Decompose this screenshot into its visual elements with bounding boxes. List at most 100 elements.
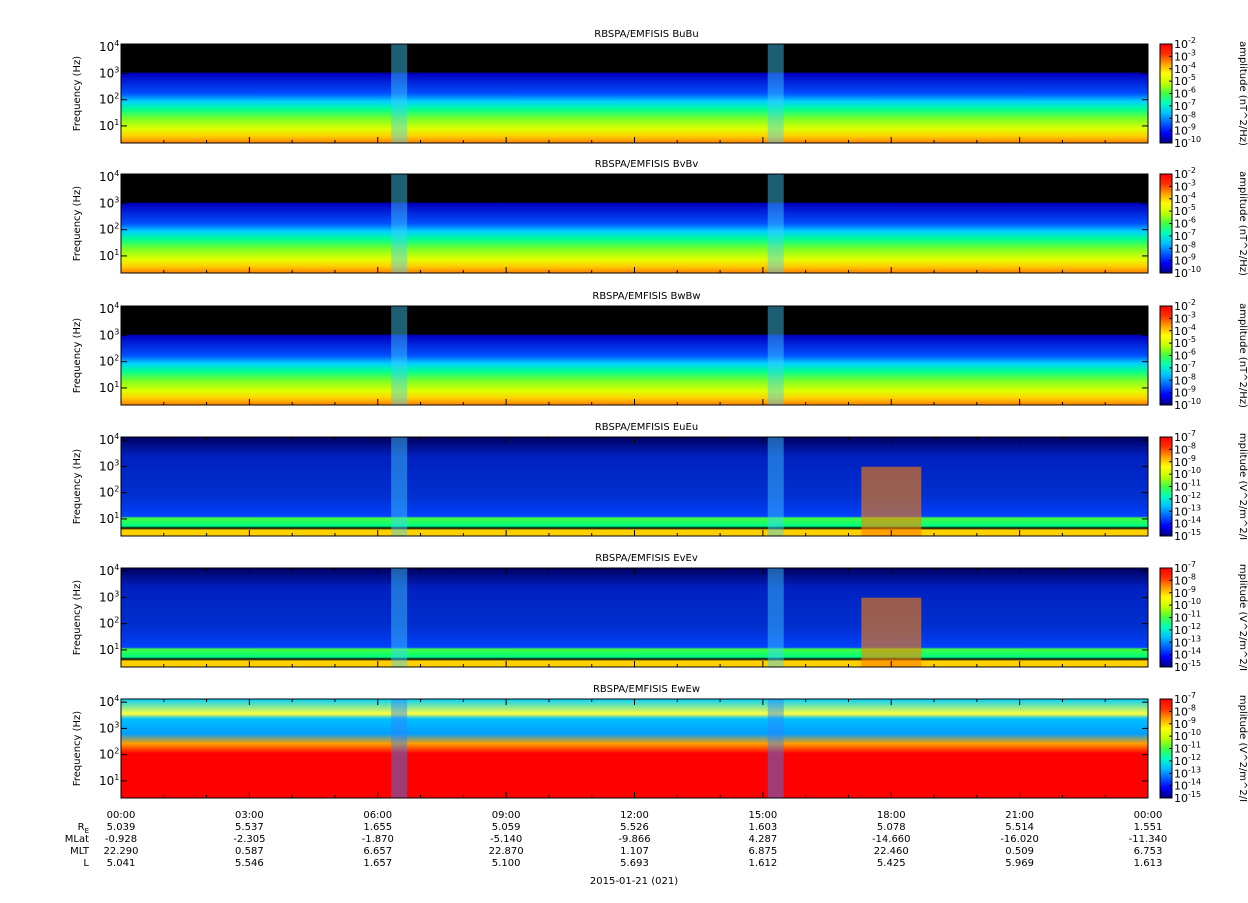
colorbar-tick-label: 10-8 — [1174, 372, 1196, 387]
colorbar-label: amplitude (nT^2/Hz) — [1237, 171, 1248, 276]
colorbar-label: mplitude (V^2/m^2/I — [1237, 695, 1248, 802]
time-tick-label: 03:00 — [235, 810, 264, 821]
y-axis-label: Frequency (Hz) — [72, 580, 83, 656]
colorbar-tick-label: 10-8 — [1174, 240, 1196, 255]
time-tick-label: 18:00 — [877, 810, 906, 821]
ephemeris-value: 5.078 — [877, 822, 906, 833]
ephemeris-value: 1.655 — [363, 822, 392, 833]
ephemeris-value: -16.020 — [1000, 834, 1039, 845]
ephemeris-value: -0.928 — [105, 834, 137, 845]
emission-burst — [767, 306, 784, 405]
y-tick-label: 104 — [99, 432, 119, 447]
colorbar-tick-label: 10-7 — [1174, 560, 1196, 575]
emission-burst — [861, 597, 922, 667]
colorbar-tick-label: 10-6 — [1174, 216, 1196, 231]
colorbar-tick-label: 10-8 — [1174, 110, 1196, 125]
colorbar-tick-label: 10-13 — [1174, 503, 1201, 518]
emission-burst — [391, 699, 408, 798]
y-tick-label: 101 — [99, 118, 119, 133]
colorbar-tick-label: 10-7 — [1174, 228, 1196, 243]
colorbar-tick-label: 10-15 — [1174, 790, 1201, 805]
time-tick-label: 00:00 — [1134, 810, 1163, 821]
colorbar-tick-label: 10-7 — [1174, 360, 1196, 375]
colorbar-tick-label: 10-7 — [1174, 429, 1196, 444]
spectrogram-panel-2: RBSPA/EMFISIS BvBv 101 102 103 104 Frequency … — [72, 159, 1248, 280]
ephemeris-value: 5.425 — [877, 858, 906, 869]
colorbar-tick-label: 10-15 — [1174, 528, 1201, 543]
y-axis-label: Frequency (Hz) — [72, 56, 83, 132]
y-tick-label: 102 — [99, 354, 119, 369]
time-tick-label: 12:00 — [620, 810, 649, 821]
emission-burst — [767, 174, 784, 273]
ephemeris-value: 1.107 — [620, 846, 649, 857]
ephemeris-value: 6.657 — [363, 846, 392, 857]
colorbar-tick-label: 10-9 — [1174, 253, 1196, 268]
ephemeris-label: MLT — [70, 846, 90, 857]
colorbar-tick-label: 10-3 — [1174, 48, 1196, 63]
ephemeris-value: -1.870 — [362, 834, 394, 845]
y-tick-label: 102 — [99, 747, 119, 762]
colorbar-tick-label: 10-4 — [1174, 61, 1196, 76]
y-tick-label: 102 — [99, 485, 119, 500]
ephemeris-value: 5.693 — [620, 858, 649, 869]
colorbar-tick-label: 10-5 — [1174, 203, 1196, 218]
ephemeris-value: -9.866 — [618, 834, 650, 845]
spectrogram-panel-6: RBSPA/EMFISIS EwEw 101 102 103 104 Frequency … — [72, 684, 1248, 805]
emission-burst — [767, 44, 784, 143]
spectrogram-image — [121, 174, 1148, 273]
colorbar-tick-label: 10-8 — [1174, 572, 1196, 587]
y-axis-label: Frequency (Hz) — [72, 449, 83, 525]
y-tick-label: 101 — [99, 380, 119, 395]
panel-title: RBSPA/EMFISIS EwEw — [593, 684, 700, 695]
colorbar-tick-label: 10-8 — [1174, 703, 1196, 718]
colorbar-tick-label: 10-8 — [1174, 441, 1196, 456]
panel-title: RBSPA/EMFISIS EuEu — [595, 422, 698, 433]
time-tick-label: 06:00 — [363, 810, 392, 821]
y-tick-label: 104 — [99, 694, 119, 709]
colorbar-tick-label: 10-10 — [1174, 466, 1201, 481]
emission-burst — [767, 699, 784, 798]
time-axis: 00:00 03:00 06:00 09:00 12:00 15:00 18:00 21:00… — [65, 810, 1168, 887]
ephemeris-value: 5.100 — [492, 858, 521, 869]
y-tick-label: 103 — [99, 327, 119, 342]
colorbar-tick-label: 10-10 — [1174, 265, 1201, 280]
ephemeris-value: -2.305 — [233, 834, 265, 845]
ephemeris-value: 5.039 — [107, 822, 136, 833]
colorbar-tick-label: 10-10 — [1174, 597, 1201, 612]
spectrogram-image — [121, 568, 1148, 667]
colorbar-tick-label: 10-10 — [1174, 135, 1201, 150]
ephemeris-value: 5.546 — [235, 858, 264, 869]
colorbar-label: mplitude (V^2/m^2/I — [1237, 433, 1248, 540]
colorbar-tick-label: 10-9 — [1174, 454, 1196, 469]
colorbar-tick-label: 10-14 — [1174, 647, 1201, 662]
y-tick-label: 103 — [99, 589, 119, 604]
emission-burst — [391, 568, 408, 667]
colorbar-tick-label: 10-9 — [1174, 123, 1196, 138]
colorbar-tick-label: 10-14 — [1174, 778, 1201, 793]
ephemeris-value: 1.603 — [749, 822, 778, 833]
colorbar-label: amplitude (nT^2/Hz) — [1237, 41, 1248, 146]
ephemeris-value: -11.340 — [1129, 834, 1168, 845]
colorbar-tick-label: 10-15 — [1174, 659, 1201, 674]
colorbar-tick-label: 10-5 — [1174, 73, 1196, 88]
colorbar-label: mplitude (V^2/m^2/I — [1237, 564, 1248, 671]
y-tick-label: 101 — [99, 773, 119, 788]
emission-burst — [767, 437, 784, 536]
spectrogram-panel-4: RBSPA/EMFISIS EuEu 101 102 103 104 Frequency … — [72, 422, 1248, 543]
y-axis-label: Frequency (Hz) — [72, 318, 83, 394]
emission-burst — [767, 568, 784, 667]
spectrogram-image — [121, 699, 1148, 798]
y-tick-label: 103 — [99, 720, 119, 735]
ephemeris-value: -14.660 — [872, 834, 911, 845]
colorbar-tick-label: 10-2 — [1174, 298, 1196, 313]
colorbar-label: amplitude (nT^2/Hz) — [1237, 303, 1248, 408]
panel-title: RBSPA/EMFISIS BvBv — [595, 159, 699, 170]
y-tick-label: 103 — [99, 195, 119, 210]
colorbar-tick-label: 10-13 — [1174, 634, 1201, 649]
y-tick-label: 102 — [99, 616, 119, 631]
colorbar-tick-label: 10-12 — [1174, 491, 1201, 506]
ephemeris-value: 6.753 — [1134, 846, 1163, 857]
colorbar-tick-label: 10-3 — [1174, 178, 1196, 193]
colorbar-tick-label: 10-14 — [1174, 516, 1201, 531]
spectrogram-image — [121, 44, 1148, 143]
